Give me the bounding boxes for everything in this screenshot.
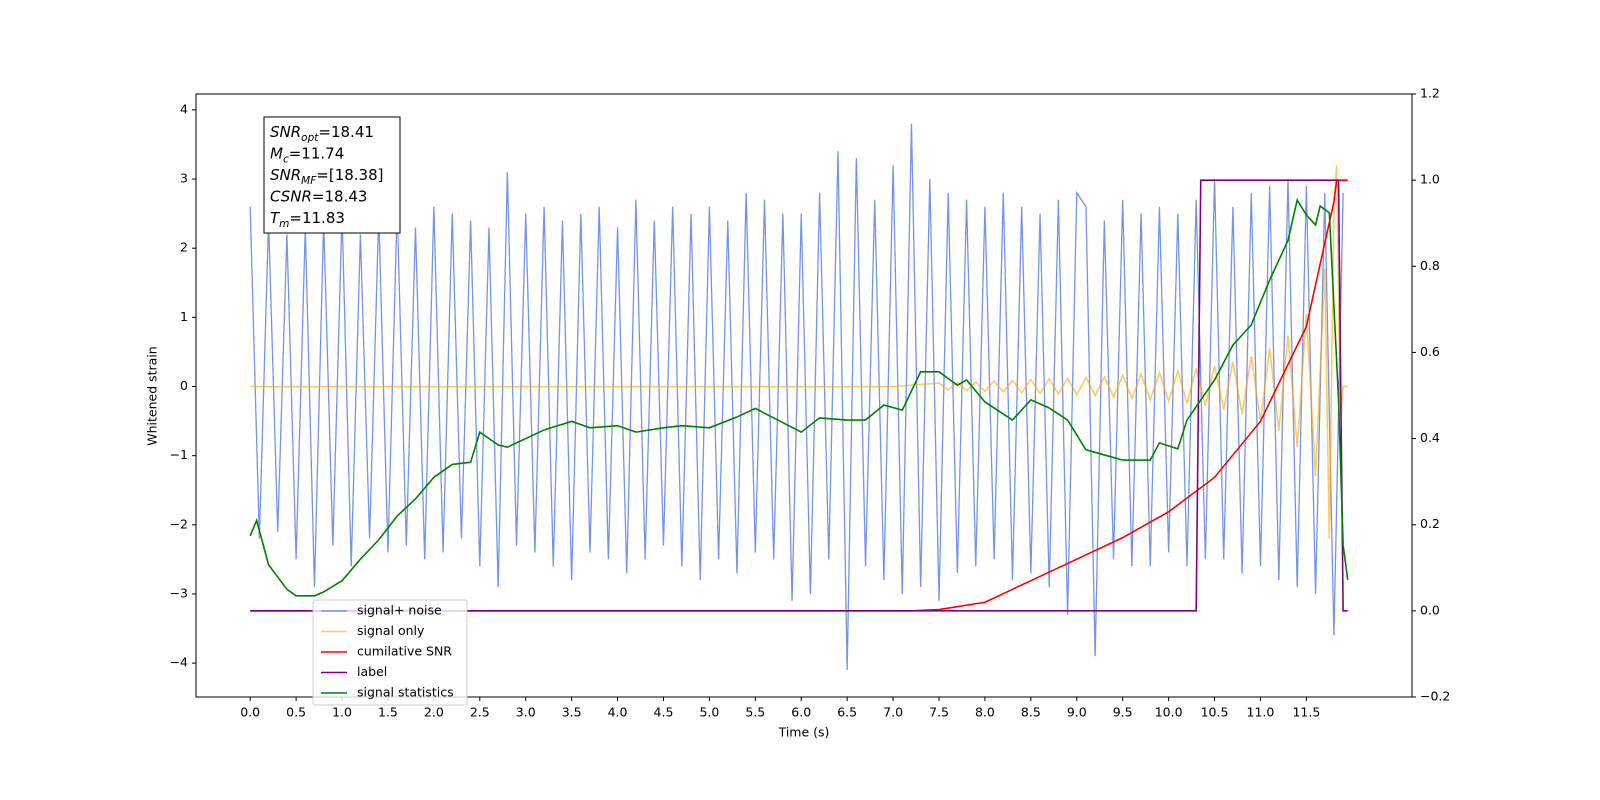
x-tick-label: 0.5	[286, 705, 306, 720]
x-tick-label: 7.0	[883, 705, 903, 720]
legend-label: cumilative SNR	[357, 644, 452, 659]
info-subscript: c	[283, 154, 289, 166]
legend-label: label	[357, 664, 387, 679]
y2-tick-label: 0.2	[1420, 516, 1440, 531]
info-line: CSNR=18.43	[270, 187, 367, 205]
x-tick-label: 9.0	[1067, 705, 1087, 720]
x-tick-label: 11.5	[1292, 705, 1320, 720]
x-tick-label: 5.5	[745, 705, 765, 720]
y-tick-label: −2	[170, 516, 188, 531]
y-tick-label: 4	[180, 101, 188, 116]
info-value: =[18.38]	[316, 166, 383, 184]
x-tick-label: 6.0	[791, 705, 811, 720]
legend-label: signal statistics	[357, 685, 454, 700]
x-tick-label: 4.0	[608, 705, 628, 720]
y-tick-label: 2	[180, 240, 188, 255]
x-tick-label: 5.0	[699, 705, 719, 720]
y2-tick-label: 0.0	[1420, 602, 1440, 617]
y-tick-label: −4	[170, 655, 188, 670]
y-tick-label: −3	[170, 585, 188, 600]
x-axis-label: Time (s)	[778, 725, 830, 740]
x-tick-label: 8.5	[1021, 705, 1041, 720]
info-subscript: opt	[301, 132, 319, 144]
axes-frame	[195, 93, 1413, 698]
info-box: SNRopt=18.41Mc=11.74SNRMF=[18.38]CSNR=18…	[263, 116, 401, 234]
y2-tick-label: −0.2	[1420, 689, 1450, 704]
info-symbol: SNR	[270, 166, 301, 184]
x-tick-label: 3.0	[516, 705, 536, 720]
y-tick-label: −1	[170, 447, 188, 462]
x-tick-label: 7.5	[929, 705, 949, 720]
info-symbol: M	[270, 144, 283, 162]
info-value: =18.41	[318, 123, 374, 141]
info-symbol: T	[270, 209, 281, 227]
info-subscript: MF	[301, 175, 317, 187]
y2-tick-label: 1.2	[1420, 86, 1440, 101]
legend-frame	[312, 599, 468, 706]
info-line: Mc=11.74	[270, 144, 344, 166]
series-line	[249, 123, 1344, 671]
x-tick-label: 1.5	[378, 705, 398, 720]
legend-label: signal only	[357, 623, 425, 638]
y2-tick-label: 1.0	[1420, 172, 1440, 187]
info-box-frame	[263, 116, 401, 234]
y2-tick-label: 0.8	[1420, 258, 1440, 273]
x-tick-label: 3.5	[562, 705, 582, 720]
x-tick-label: 9.5	[1113, 705, 1133, 720]
plot-area	[249, 123, 1349, 671]
x-tick-label: 10.5	[1201, 705, 1229, 720]
y2-tick-label: 0.4	[1420, 430, 1440, 445]
info-symbol: CSNR	[270, 187, 312, 205]
series-line	[250, 179, 1348, 612]
x-tick-label: 8.0	[975, 705, 995, 720]
y-tick-label: 3	[180, 171, 188, 186]
info-line: SNRopt=18.41	[270, 123, 374, 145]
info-value: =11.74	[289, 144, 345, 162]
x-tick-label: 2.5	[470, 705, 490, 720]
y2-tick-label: 0.6	[1420, 344, 1440, 359]
y-tick-label: 1	[180, 309, 188, 324]
series-line	[250, 165, 1348, 539]
legend-label: signal+ noise	[357, 603, 442, 618]
info-line: SNRMF=[18.38]	[270, 166, 384, 188]
info-value: =18.43	[312, 187, 368, 205]
info-value: =11.83	[289, 209, 345, 227]
x-tick-label: 10.0	[1155, 705, 1183, 720]
series-line	[249, 197, 1349, 597]
y-axis-label: Whitened strain	[145, 346, 160, 445]
x-tick-label: 1.0	[332, 705, 352, 720]
x-tick-label: 6.5	[837, 705, 857, 720]
x-tick-label: 4.5	[654, 705, 674, 720]
legend: signal+ noise signal only cumilative SNR la…	[312, 599, 468, 706]
info-line: Tm=11.83	[270, 209, 345, 231]
x-tick-label: 2.0	[424, 705, 444, 720]
info-symbol: SNR	[270, 123, 301, 141]
x-tick-label: 11.0	[1247, 705, 1275, 720]
info-subscript: m	[279, 218, 289, 230]
x-tick-label: 0.0	[240, 705, 260, 720]
y-tick-label: 0	[180, 378, 188, 393]
